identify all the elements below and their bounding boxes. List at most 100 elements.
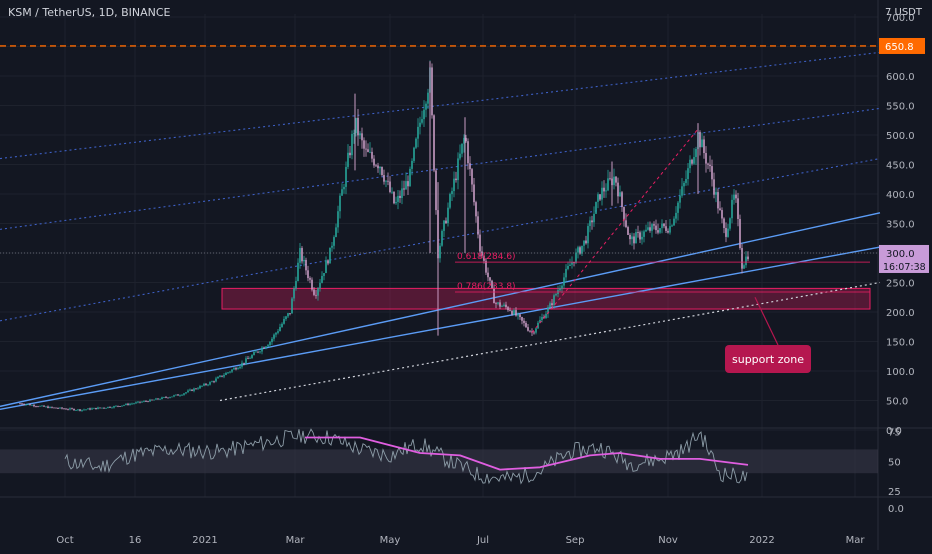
candle-body [207, 384, 209, 386]
candle-body [255, 351, 257, 353]
candle-body [699, 132, 701, 148]
candle-body [23, 404, 25, 405]
candle-body [469, 163, 471, 170]
currency-button[interactable]: 7 USDT [884, 7, 922, 18]
candle-body [319, 282, 321, 289]
candle-body [231, 369, 233, 372]
candle-body [549, 303, 551, 308]
candle-body [139, 401, 141, 403]
candle-body [351, 133, 353, 156]
candle-body [657, 230, 659, 233]
candle-body [25, 404, 27, 406]
candle-body [257, 351, 259, 353]
candle-body [105, 407, 107, 409]
candle-body [479, 234, 481, 252]
candle-body [137, 401, 139, 403]
candle-body [277, 331, 279, 333]
y-tick-label: 450.0 [886, 160, 915, 171]
rsi-tick-label: 75 [888, 428, 901, 439]
candle-body [499, 302, 501, 307]
candle-body [525, 322, 527, 328]
candle-body [81, 409, 83, 411]
candle-body [569, 264, 571, 266]
x-tick-label: Oct [56, 535, 73, 546]
candle-body [283, 319, 285, 324]
x-tick-label: Mar [286, 535, 306, 546]
candle-body [79, 409, 81, 411]
x-tick-label: May [380, 535, 401, 546]
candle-body [37, 406, 39, 408]
candle-body [583, 240, 585, 246]
candle-body [541, 317, 543, 320]
candle-body [671, 225, 673, 227]
candle-body [741, 248, 743, 269]
rsi-band [0, 449, 878, 474]
candle-body [689, 159, 691, 169]
y-tick-label: 200.0 [886, 308, 915, 319]
candle-body [501, 305, 503, 307]
candle-body [51, 406, 53, 408]
candle-body [375, 165, 377, 167]
candle-body [197, 388, 199, 390]
candle-body [605, 190, 607, 192]
support-zone-label: support zone [732, 353, 804, 366]
candle-body [189, 389, 191, 391]
candle-body [217, 376, 219, 379]
candle-body [337, 211, 339, 228]
candle-body [443, 220, 445, 231]
candle-body [509, 310, 511, 311]
y-tick-label: 100.0 [886, 367, 915, 378]
chart-title: KSM / TetherUS, 1D, BINANCE [8, 6, 171, 19]
candle-body [647, 227, 649, 230]
x-tick-label: Sep [566, 535, 585, 546]
candle-body [69, 408, 71, 410]
channel-line [0, 158, 881, 322]
candle-body [259, 351, 261, 353]
candle-body [249, 358, 251, 359]
candle-body [639, 232, 641, 240]
candle-body [529, 330, 531, 332]
candle-body [287, 313, 289, 317]
candle-body [301, 248, 303, 262]
candle-body [223, 375, 225, 377]
candle-body [695, 148, 697, 158]
candle-body [423, 109, 425, 120]
candle-body [445, 220, 447, 224]
candle-body [41, 405, 43, 407]
candle-body [261, 347, 263, 352]
candle-body [149, 399, 151, 402]
candle-body [295, 281, 297, 289]
candle-body [483, 255, 485, 261]
rsi-tick-label: 0.0 [888, 504, 904, 515]
candle-body [535, 328, 537, 333]
x-tick-label: 2022 [749, 535, 774, 546]
candle-body [335, 227, 337, 238]
candle-body [293, 288, 295, 299]
candle-body [401, 188, 403, 198]
candle-body [675, 212, 677, 219]
candle-body [303, 259, 305, 262]
candle-body [243, 362, 245, 364]
candle-body [409, 168, 411, 187]
candle-body [373, 158, 375, 166]
candle-body [641, 236, 643, 240]
candle-body [537, 322, 539, 329]
candle-body [109, 406, 111, 408]
candle-body [453, 178, 455, 192]
candle-body [565, 268, 567, 278]
candle-body [597, 194, 599, 202]
candle-body [89, 408, 91, 410]
candle-body [425, 103, 427, 110]
candle-body [21, 403, 23, 405]
candle-body [75, 410, 77, 411]
axes: 0.050.0100.0150.0200.0250.0300.0350.0400… [56, 13, 929, 546]
x-tick-label: 16 [129, 535, 142, 546]
support-zone-badge [725, 345, 811, 373]
candle-body [203, 383, 205, 386]
candle-body [581, 245, 583, 254]
candle-body [225, 372, 227, 376]
candle-body [395, 201, 397, 204]
y-tick-label: 700.0 [886, 13, 915, 24]
candle-body [211, 381, 213, 383]
